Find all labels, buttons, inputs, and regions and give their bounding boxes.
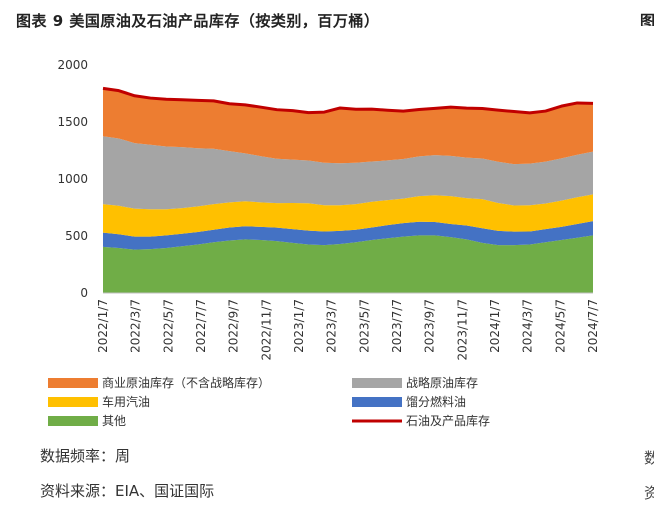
x-tick-label: 2023/1/7 — [292, 299, 306, 353]
x-tick-label: 2024/7/7 — [586, 299, 600, 353]
y-tick-label: 0 — [80, 286, 88, 300]
x-tick-label: 2024/3/7 — [521, 299, 535, 353]
x-tick-label: 2022/7/7 — [194, 299, 208, 353]
legend-label: 其他 — [102, 414, 126, 428]
x-tick-label: 2024/5/7 — [553, 299, 567, 353]
x-tick-label: 2023/3/7 — [325, 299, 339, 353]
line-series-total-inventory — [102, 86, 594, 115]
x-tick-label: 2022/9/7 — [227, 299, 241, 353]
area-series-战略原油库存 — [103, 136, 593, 210]
chart-areas — [103, 88, 593, 293]
x-tick-label: 2022/5/7 — [161, 299, 175, 353]
chart-title: 图表 9 美国原油及石油产品库存（按类别，百万桶） — [16, 12, 380, 30]
x-axis: 2022/1/7 2022/3/7 2022/5/7 2022/7/7 2022/9/7… — [96, 292, 600, 361]
area-series-其他 — [103, 235, 593, 293]
x-tick-label: 2023/9/7 — [423, 299, 437, 353]
y-axis: 0 500 1000 1500 2000 — [57, 58, 88, 300]
legend-label: 商业原油库存（不含战略库存） — [102, 375, 270, 390]
legend-swatch — [352, 397, 402, 407]
y-tick-label: 1000 — [57, 172, 88, 186]
legend-label: 战略原油库存 — [406, 375, 478, 390]
x-tick-label: 2022/11/7 — [259, 299, 273, 361]
footnote-frequency: 数据频率：周 — [40, 447, 131, 465]
legend-label: 车用汽油 — [102, 394, 150, 409]
legend-swatch — [48, 416, 98, 426]
legend-label: 馏分燃料油 — [406, 394, 466, 409]
x-tick-label: 2024/1/7 — [488, 299, 502, 353]
adjacent-source-fragment: 资 — [644, 484, 654, 502]
footnote-source: 资料来源：EIA、国证国际 — [40, 482, 215, 500]
x-tick-label: 2022/3/7 — [129, 299, 143, 353]
stacked-area-chart: 0 500 1000 1500 2000 2022/1/7 2022/3/7 2022/5/… — [48, 58, 600, 428]
area-series-商业原油库存（不含战略库存） — [103, 88, 593, 165]
legend-swatch — [48, 378, 98, 388]
x-tick-label: 2023/7/7 — [390, 299, 404, 353]
adjacent-title-fragment: 图 — [640, 12, 654, 26]
legend-swatch — [352, 378, 402, 388]
legend-label: 石油及产品库存 — [406, 413, 490, 428]
y-tick-label: 500 — [65, 229, 88, 243]
total-line-group — [102, 86, 594, 115]
area-series-馏分燃料油 — [103, 221, 593, 250]
legend-swatch — [48, 397, 98, 407]
y-tick-label: 1500 — [57, 115, 88, 129]
x-tick-label: 2022/1/7 — [96, 299, 110, 353]
area-series-车用汽油 — [103, 194, 593, 237]
adjacent-footnote-fragment: 数 — [644, 449, 654, 467]
x-tick-label: 2023/5/7 — [357, 299, 371, 353]
y-tick-label: 2000 — [57, 58, 88, 72]
x-tick-label: 2023/11/7 — [455, 299, 469, 361]
